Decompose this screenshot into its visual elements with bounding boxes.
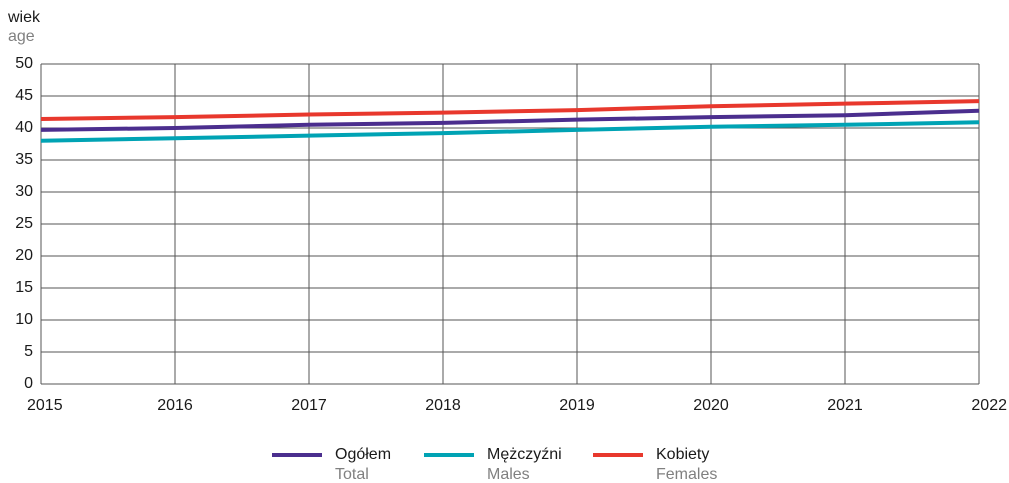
y-tick-label: 25 [15, 215, 33, 232]
x-tick-label: 2022 [971, 397, 1007, 414]
y-tick-label: 30 [15, 183, 33, 200]
series-line [40, 108, 980, 132]
legend-label: Mężczyźni [487, 446, 562, 463]
x-tick-label: 2017 [291, 397, 327, 414]
y-tick-label: 10 [15, 311, 33, 328]
x-tick-label: 2020 [693, 397, 729, 414]
y-tick-label: 20 [15, 247, 33, 264]
y-axis-label: wiek [7, 9, 41, 26]
x-tick-label: 2016 [157, 397, 193, 414]
legend-label-en: Males [487, 466, 530, 483]
legend-label-en: Females [656, 466, 717, 483]
y-tick-label: 15 [15, 279, 33, 296]
x-tick-label: 2018 [425, 397, 461, 414]
x-tick-label: 2021 [827, 397, 863, 414]
y-tick-label: 5 [24, 343, 33, 360]
series-line [40, 99, 980, 122]
series-line [40, 120, 980, 143]
x-tick-label: 2019 [559, 397, 595, 414]
x-tick-label: 2015 [27, 397, 63, 414]
legend-label: Ogółem [335, 446, 391, 463]
y-tick-label: 0 [24, 375, 33, 392]
y-tick-label: 50 [15, 55, 33, 72]
y-tick-label: 35 [15, 151, 33, 168]
legend-label: Kobiety [656, 446, 709, 463]
y-tick-label: 40 [15, 119, 33, 136]
y-axis-label-en: age [8, 28, 35, 45]
y-tick-label: 45 [15, 87, 33, 104]
legend-label-en: Total [335, 466, 369, 483]
